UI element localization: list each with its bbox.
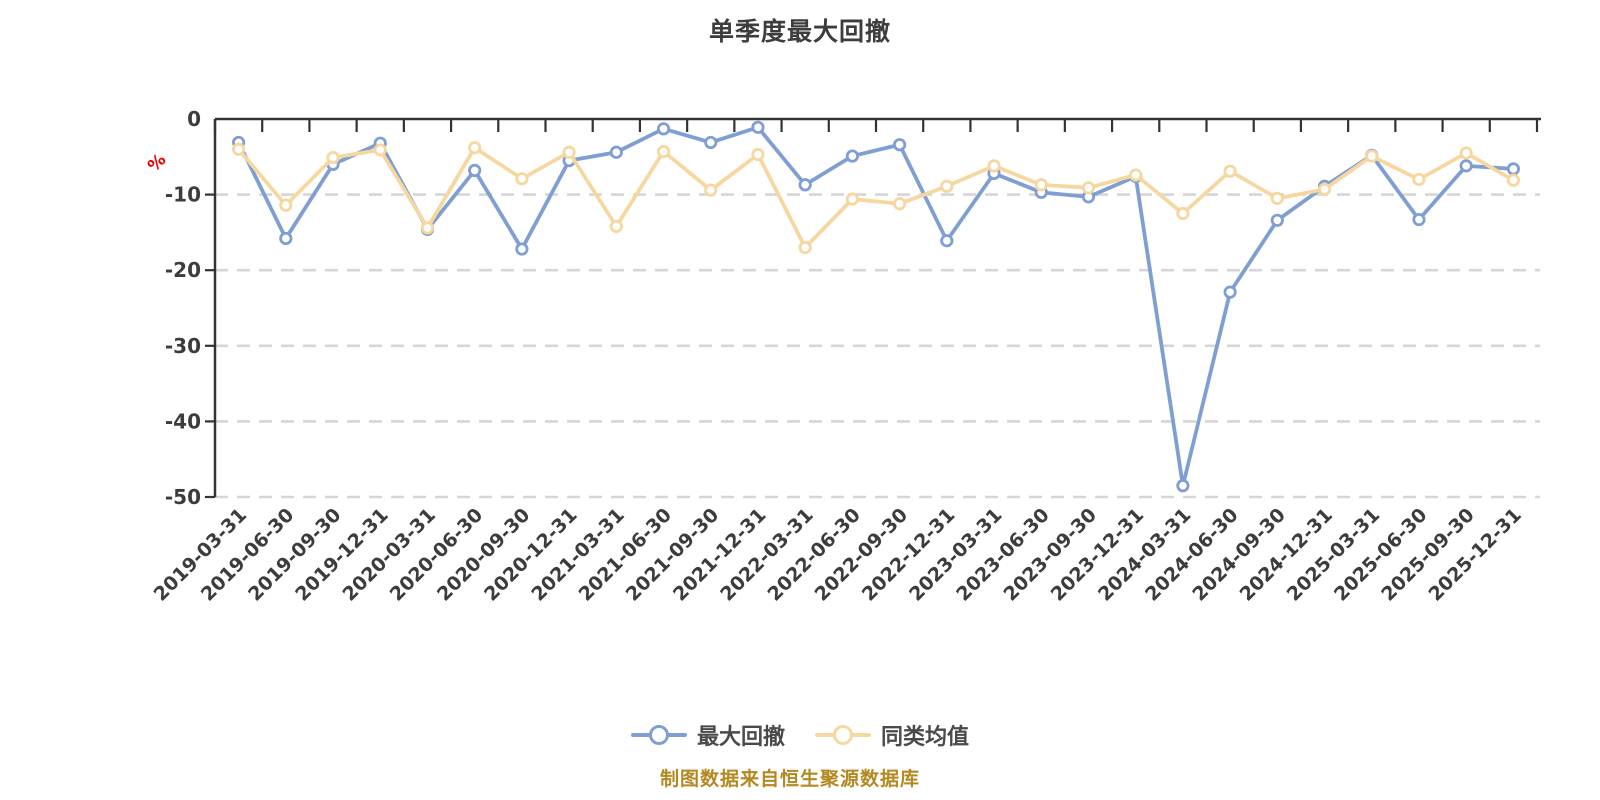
data-point-1-1[interactable] <box>279 198 293 212</box>
y-tick-label: -10 <box>165 183 201 207</box>
data-point-0-21[interactable] <box>1223 285 1237 299</box>
data-point-0-5[interactable] <box>468 163 482 178</box>
data-point-1-23[interactable] <box>1317 182 1332 196</box>
data-point-0-22[interactable] <box>1270 213 1284 227</box>
data-point-1-11[interactable] <box>751 147 765 162</box>
data-point-1-17[interactable] <box>1034 178 1048 192</box>
data-point-0-12[interactable] <box>798 178 812 192</box>
data-point-0-1[interactable] <box>279 231 293 246</box>
data-point-0-6[interactable] <box>515 242 529 256</box>
data-point-1-0[interactable] <box>232 142 246 156</box>
series-line-1 <box>236 145 1516 250</box>
y-tick-label: -50 <box>165 485 201 509</box>
data-point-1-13[interactable] <box>845 192 859 206</box>
data-point-1-3[interactable] <box>373 143 387 157</box>
data-point-1-10[interactable] <box>704 183 718 197</box>
legend-item-1[interactable]: 同类均值 <box>815 719 969 751</box>
data-point-0-9[interactable] <box>656 122 671 136</box>
data-point-1-19[interactable] <box>1129 168 1143 182</box>
y-tick-label: -30 <box>165 334 201 358</box>
data-point-1-7[interactable] <box>562 145 576 159</box>
data-point-0-15[interactable] <box>940 234 954 248</box>
data-point-0-14[interactable] <box>893 138 907 152</box>
legend-item-0[interactable]: 最大回撤 <box>630 719 785 751</box>
data-point-1-18[interactable] <box>1081 181 1096 195</box>
data-point-0-20[interactable] <box>1176 479 1190 493</box>
data-point-0-11[interactable] <box>751 120 765 134</box>
data-point-1-22[interactable] <box>1270 191 1284 205</box>
chart-legend: 最大回撤 同类均值 <box>0 710 1600 760</box>
data-point-1-16[interactable] <box>987 159 1001 173</box>
legend-line-marker-icon <box>815 725 871 745</box>
y-tick-label: -40 <box>165 409 201 433</box>
series-line-0 <box>236 125 1516 488</box>
data-point-1-12[interactable] <box>798 240 812 255</box>
data-point-1-27[interactable] <box>1506 173 1520 187</box>
data-point-1-25[interactable] <box>1412 172 1426 187</box>
data-point-0-8[interactable] <box>609 145 623 159</box>
data-point-0-26[interactable] <box>1459 159 1473 173</box>
chart-title: 单季度最大回撤 <box>708 17 891 46</box>
data-point-1-8[interactable] <box>609 219 623 233</box>
legend-label: 最大回撤 <box>696 725 785 750</box>
legend-line-marker-icon <box>630 725 687 745</box>
y-axis-unit-label: % <box>144 150 170 176</box>
data-point-1-24[interactable] <box>1365 149 1379 163</box>
data-point-1-4[interactable] <box>420 221 435 235</box>
legend-label: 同类均值 <box>881 725 970 750</box>
data-point-1-21[interactable] <box>1223 164 1237 178</box>
data-point-0-10[interactable] <box>704 135 718 150</box>
data-point-1-14[interactable] <box>893 197 907 211</box>
data-point-0-13[interactable] <box>845 149 859 163</box>
data-source-caption: 制图数据来自恒生聚源数据库 <box>659 768 920 790</box>
data-point-1-6[interactable] <box>515 172 529 186</box>
y-tick-label: 0 <box>187 107 201 131</box>
y-tick-label: -20 <box>165 258 201 282</box>
data-point-1-9[interactable] <box>656 144 671 159</box>
data-point-1-2[interactable] <box>326 150 340 165</box>
data-point-1-26[interactable] <box>1459 146 1473 160</box>
data-point-1-5[interactable] <box>468 141 482 155</box>
data-point-0-25[interactable] <box>1412 212 1426 227</box>
data-point-1-20[interactable] <box>1176 206 1190 221</box>
data-point-1-15[interactable] <box>940 179 954 193</box>
data-point-0-27[interactable] <box>1506 162 1520 176</box>
